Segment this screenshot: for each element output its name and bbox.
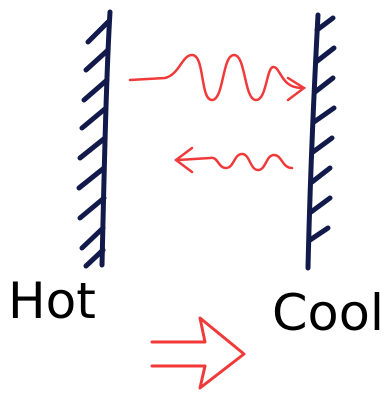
hot-label: Hot <box>8 272 96 330</box>
page: {"walls": [{"label": "Hot"}, {"label": "… <box>0 0 388 401</box>
radiation-arrow-large <box>130 55 304 100</box>
hot-wall <box>79 12 110 266</box>
radiation-arrow-small <box>176 148 292 172</box>
result-arrow <box>152 318 244 388</box>
cool-label: Cool <box>272 284 384 342</box>
cool-wall <box>308 15 334 268</box>
diagram: Hot Cool <box>0 0 388 401</box>
